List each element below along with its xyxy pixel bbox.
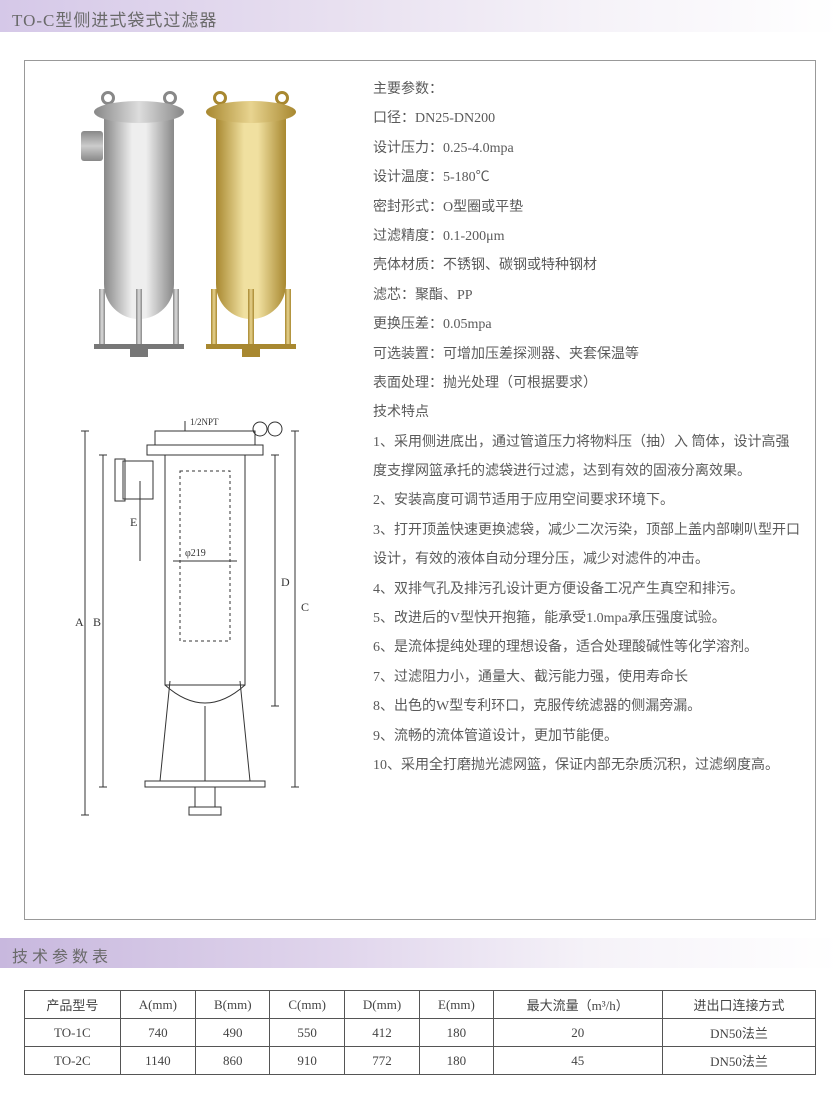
specs-list: 口径：DN25-DN200设计压力：0.25-4.0mpa设计温度：5-180℃…: [373, 104, 801, 398]
table-header-cell: C(mm): [270, 991, 344, 1019]
table-header-row: 产品型号A(mm)B(mm)C(mm)D(mm)E(mm)最大流量（m³/h）进…: [25, 991, 816, 1019]
table-cell: TO-2C: [25, 1047, 121, 1075]
spec-item: 口径：DN25-DN200: [373, 104, 801, 133]
table-header-cell: B(mm): [196, 991, 270, 1019]
feature-item: 10、采用全打磨抛光滤网篮，保证内部无杂质沉积，过滤纲度高。: [373, 751, 801, 780]
filter-vessel-silver: [89, 101, 189, 381]
param-section-header: 技术参数表: [0, 938, 840, 968]
table-header-cell: 进出口连接方式: [662, 991, 815, 1019]
spec-item: 设计压力：0.25-4.0mpa: [373, 134, 801, 163]
spec-item: 壳体材质：不锈钢、碳钢或特种钢材: [373, 251, 801, 280]
feature-item: 5、改进后的V型快开抱箍，能承受1.0mpa承压强度试验。: [373, 604, 801, 633]
spec-item: 设计温度：5-180℃: [373, 163, 801, 192]
svg-text:A: A: [75, 615, 84, 629]
features-title: 技术特点: [373, 398, 801, 427]
svg-text:B: B: [93, 615, 101, 629]
svg-text:φ219: φ219: [185, 548, 206, 559]
svg-text:1/2NPT: 1/2NPT: [190, 417, 219, 427]
table-cell: 772: [344, 1047, 419, 1075]
filter-vessel-gold: [201, 101, 301, 381]
spec-item: 过滤精度：0.1-200μm: [373, 222, 801, 251]
feature-item: 7、过滤阻力小，通量大、截污能力强，使用寿命长: [373, 663, 801, 692]
table-header-cell: 最大流量（m³/h）: [493, 991, 662, 1019]
table-cell: 180: [420, 1019, 493, 1047]
table-cell: 740: [120, 1019, 195, 1047]
product-images: [89, 101, 301, 381]
table-cell: DN50法兰: [662, 1019, 815, 1047]
table-cell: 910: [270, 1047, 344, 1075]
table-cell: 860: [196, 1047, 270, 1075]
feature-item: 8、出色的W型专利环口，克服传统滤器的侧漏旁漏。: [373, 692, 801, 721]
table-cell: 180: [420, 1047, 493, 1075]
param-table: 产品型号A(mm)B(mm)C(mm)D(mm)E(mm)最大流量（m³/h）进…: [24, 990, 816, 1075]
spec-item: 可选装置：可增加压差探测器、夹套保温等: [373, 340, 801, 369]
table-header-cell: A(mm): [120, 991, 195, 1019]
table-cell: 45: [493, 1047, 662, 1075]
table-cell: 1140: [120, 1047, 195, 1075]
table-cell: 550: [270, 1019, 344, 1047]
feature-item: 4、双排气孔及排污孔设计更方便设备工况产生真空和排污。: [373, 575, 801, 604]
table-header-cell: E(mm): [420, 991, 493, 1019]
table-cell: 20: [493, 1019, 662, 1047]
table-cell: 490: [196, 1019, 270, 1047]
svg-text:C: C: [301, 600, 309, 614]
table-cell: 412: [344, 1019, 419, 1047]
spec-item: 更换压差：0.05mpa: [373, 310, 801, 339]
table-cell: DN50法兰: [662, 1047, 815, 1075]
spec-item: 滤芯：聚酯、PP: [373, 281, 801, 310]
feature-item: 1、采用侧进底出，通过管道压力将物料压（抽）入 筒体，设计高强度支撑网篮承托的滤…: [373, 428, 801, 487]
feature-item: 3、打开顶盖快速更换滤袋，减少二次污染，顶部上盖内部喇叭型开口设计，有效的液体自…: [373, 516, 801, 575]
left-column: 1/2NPT φ219: [25, 61, 365, 919]
main-content-box: 1/2NPT φ219: [24, 60, 816, 920]
table-header-cell: 产品型号: [25, 991, 121, 1019]
technical-diagram: 1/2NPT φ219: [45, 411, 345, 831]
svg-text:E: E: [130, 515, 137, 529]
specs-title: 主要参数：: [373, 75, 801, 104]
param-section-title: 技术参数表: [12, 949, 112, 966]
page-title: TO-C型侧进式袋式过滤器: [12, 11, 217, 30]
spec-item: 密封形式：O型圈或平垫: [373, 193, 801, 222]
page-title-bar: TO-C型侧进式袋式过滤器: [0, 0, 840, 32]
table-row: TO-2C114086091077218045DN50法兰: [25, 1047, 816, 1075]
spec-item: 表面处理：抛光处理（可根据要求）: [373, 369, 801, 398]
table-cell: TO-1C: [25, 1019, 121, 1047]
svg-text:D: D: [281, 575, 290, 589]
table-header-cell: D(mm): [344, 991, 419, 1019]
feature-item: 2、安装高度可调节适用于应用空间要求环境下。: [373, 486, 801, 515]
features-list: 1、采用侧进底出，通过管道压力将物料压（抽）入 筒体，设计高强度支撑网篮承托的滤…: [373, 428, 801, 781]
table-row: TO-1C74049055041218020DN50法兰: [25, 1019, 816, 1047]
feature-item: 6、是流体提纯处理的理想设备，适合处理酸碱性等化学溶剂。: [373, 633, 801, 662]
specs-column: 主要参数： 口径：DN25-DN200设计压力：0.25-4.0mpa设计温度：…: [365, 61, 815, 919]
feature-item: 9、流畅的流体管道设计，更加节能便。: [373, 722, 801, 751]
